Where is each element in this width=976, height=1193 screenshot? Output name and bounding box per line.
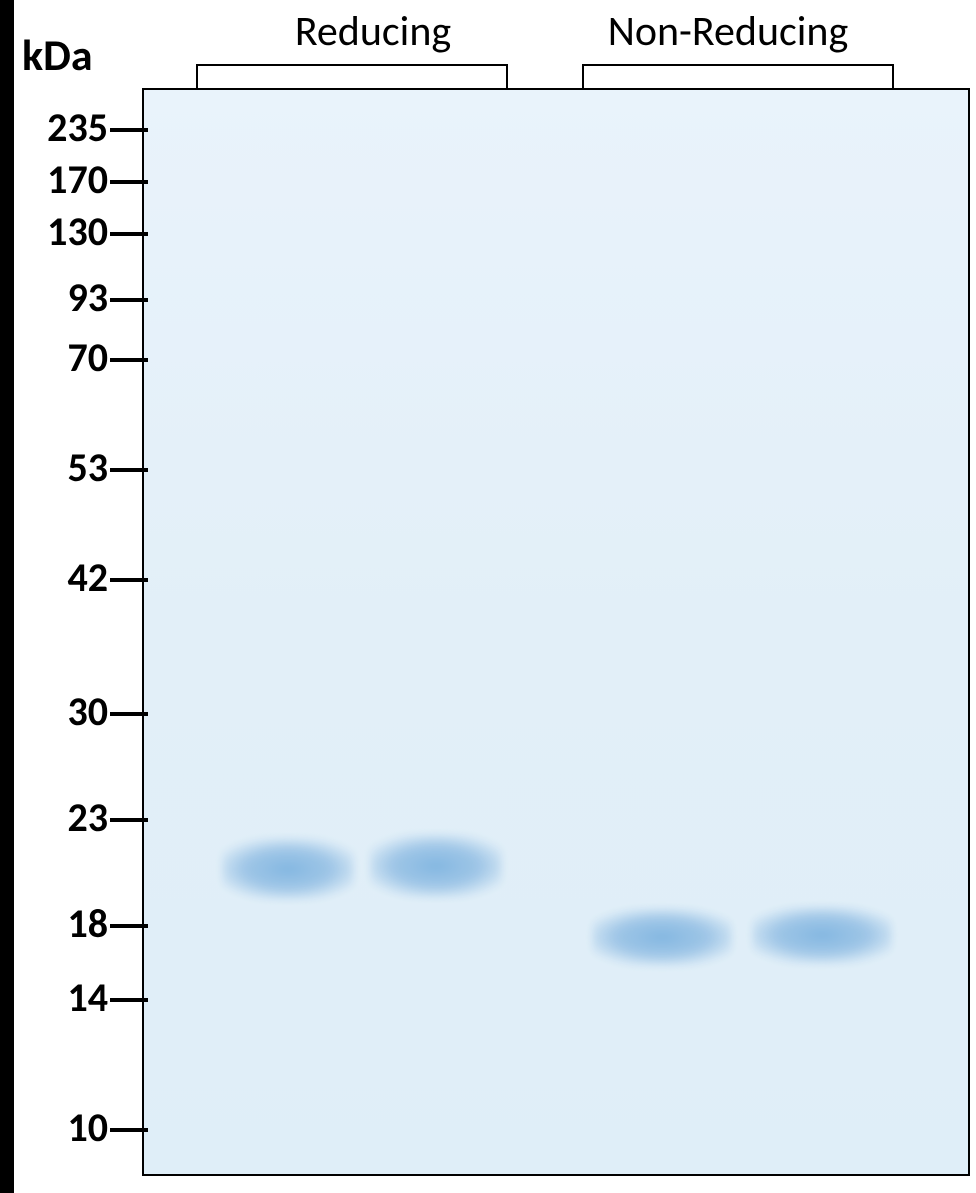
ladder-label-10: 10: [0, 1108, 108, 1148]
band-reducing-1: [222, 838, 354, 900]
ladder-label-42: 42: [0, 558, 108, 598]
band-non_reducing-3: [592, 908, 732, 966]
ladder-tick-130: [110, 232, 148, 236]
ladder-label-30: 30: [0, 692, 108, 732]
header-reducing: Reducing: [228, 6, 518, 57]
ladder-tick-18: [110, 924, 148, 928]
ladder-tick-170: [110, 180, 148, 184]
ladder-label-130: 130: [0, 212, 108, 252]
stage: Reducing Non-Reducing kDa 235 170 130 93 70 5…: [0, 0, 976, 1193]
ladder-tick-53: [110, 468, 148, 472]
ladder-label-170: 170: [0, 160, 108, 200]
ladder-tick-23: [110, 818, 148, 822]
ladder-tick-10: [110, 1128, 148, 1132]
ladder-label-23: 23: [0, 798, 108, 838]
ladder-label-70: 70: [0, 338, 108, 378]
ladder-tick-70: [110, 358, 148, 362]
bracket-non-reducing: [582, 64, 894, 88]
ladder-label-18: 18: [0, 904, 108, 944]
ladder-tick-42: [110, 578, 148, 582]
ladder-tick-14: [110, 998, 148, 1002]
ladder-label-93: 93: [0, 278, 108, 318]
band-reducing-2: [370, 834, 502, 898]
header-non-reducing: Non-Reducing: [558, 6, 898, 57]
ladder-label-14: 14: [0, 978, 108, 1018]
ladder-label-235: 235: [0, 108, 108, 148]
bracket-reducing: [196, 64, 508, 88]
ladder-label-53: 53: [0, 448, 108, 488]
gel-image: [142, 88, 970, 1176]
ladder-tick-235: [110, 128, 148, 132]
ladder-tick-93: [110, 298, 148, 302]
kda-axis-label: kDa: [22, 28, 93, 82]
ladder-tick-30: [110, 712, 148, 716]
band-non_reducing-4: [752, 906, 892, 964]
